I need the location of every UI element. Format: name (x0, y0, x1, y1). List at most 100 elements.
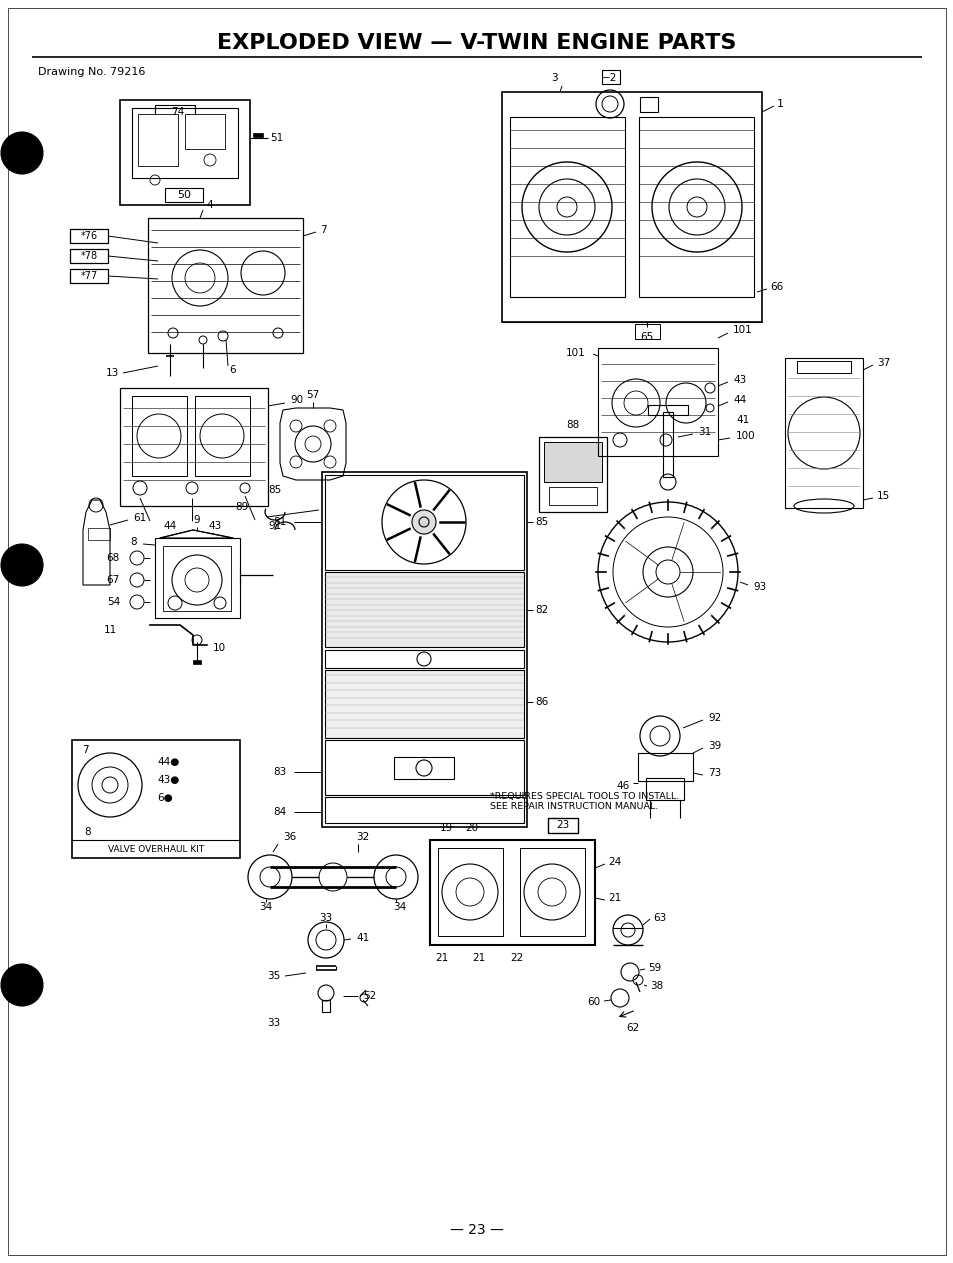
Text: 32: 32 (356, 832, 369, 842)
Bar (163, 546, 231, 611)
Circle shape (1, 133, 43, 174)
Text: 62: 62 (625, 1023, 639, 1033)
Bar (437, 847, 502, 936)
Bar (70, 249, 108, 263)
Text: 33: 33 (319, 913, 333, 923)
Text: 34: 34 (259, 902, 273, 912)
Text: 101: 101 (566, 349, 585, 357)
Text: 36: 36 (283, 832, 296, 842)
Bar (325, 572, 523, 647)
Text: 92: 92 (707, 714, 720, 722)
Bar (325, 797, 523, 823)
Text: 10: 10 (213, 643, 226, 653)
Text: 19: 19 (439, 823, 453, 834)
Bar (510, 117, 624, 297)
Text: 15: 15 (876, 491, 889, 501)
Bar (548, 488, 597, 505)
Text: 3: 3 (550, 73, 557, 83)
Text: 54: 54 (107, 597, 120, 608)
Text: 13: 13 (106, 368, 119, 378)
Bar (193, 661, 201, 664)
Text: 68: 68 (107, 553, 120, 563)
Bar (394, 757, 454, 779)
Bar (71, 740, 240, 858)
Text: 65: 65 (639, 332, 653, 342)
Bar (635, 325, 659, 338)
Bar (796, 361, 850, 373)
Text: 60: 60 (586, 997, 599, 1007)
Text: 43●: 43● (157, 775, 179, 786)
Text: 21: 21 (435, 954, 448, 962)
Text: — 23 —: — 23 — (450, 1223, 503, 1236)
Bar (543, 442, 601, 482)
Bar (639, 97, 658, 112)
Text: 4: 4 (207, 200, 213, 210)
Bar (325, 740, 523, 794)
Text: *77: *77 (80, 272, 97, 280)
Text: 59: 59 (647, 962, 660, 973)
Text: *78: *78 (80, 251, 97, 261)
Bar (120, 100, 250, 205)
Bar (547, 818, 578, 834)
Text: 1: 1 (776, 99, 783, 109)
Text: 44: 44 (163, 522, 176, 530)
Text: 83: 83 (274, 767, 287, 777)
Text: 7: 7 (319, 225, 326, 235)
Text: 34: 34 (393, 902, 406, 912)
Bar (322, 472, 526, 827)
Text: 43: 43 (208, 522, 221, 530)
Text: 93: 93 (752, 582, 765, 592)
Bar (253, 133, 263, 136)
Text: VALVE OVERHAUL KIT: VALVE OVERHAUL KIT (108, 845, 204, 855)
Bar (501, 92, 761, 322)
Text: 41: 41 (735, 416, 748, 426)
Bar (662, 412, 672, 477)
Bar (647, 405, 687, 416)
Text: *REQUIRES SPECIAL TOOLS TO INSTALL.
SEE REPAIR INSTRUCTION MANUAL.: *REQUIRES SPECIAL TOOLS TO INSTALL. SEE … (490, 792, 679, 811)
Bar (538, 437, 606, 512)
Bar (519, 847, 584, 936)
Text: 41: 41 (355, 933, 369, 943)
Text: 8: 8 (131, 537, 137, 547)
Circle shape (412, 510, 436, 534)
Text: 11: 11 (104, 625, 117, 635)
Text: 44●: 44● (157, 757, 179, 767)
Bar (194, 397, 250, 476)
Text: 24: 24 (607, 858, 620, 866)
Text: 35: 35 (267, 971, 280, 981)
Text: 20: 20 (464, 823, 477, 834)
Bar (322, 1000, 330, 1012)
Text: 21: 21 (607, 893, 620, 903)
Bar (132, 397, 187, 476)
Bar (70, 269, 108, 283)
Text: 73: 73 (707, 768, 720, 778)
Text: 84: 84 (274, 807, 287, 817)
Text: 38: 38 (649, 981, 662, 991)
Text: 8: 8 (84, 827, 91, 837)
Text: 6: 6 (230, 365, 236, 375)
Text: 7: 7 (82, 745, 89, 755)
Text: 63: 63 (652, 913, 665, 923)
Text: 43: 43 (732, 375, 745, 385)
Text: 44: 44 (732, 395, 745, 405)
Bar (645, 778, 683, 799)
Bar (138, 114, 178, 165)
Text: 57: 57 (306, 390, 319, 400)
Text: 85: 85 (268, 485, 281, 495)
Bar (185, 114, 225, 149)
Text: −2: −2 (601, 73, 617, 83)
Text: 89: 89 (235, 501, 249, 512)
Bar (430, 840, 595, 945)
Text: 6●: 6● (157, 793, 172, 803)
Text: 90: 90 (290, 395, 303, 405)
Text: 74: 74 (172, 107, 185, 117)
Text: 66: 66 (769, 282, 782, 292)
Text: 21: 21 (472, 954, 485, 962)
Text: 23: 23 (556, 820, 569, 830)
Text: 67: 67 (107, 575, 120, 585)
Text: 46: 46 (616, 781, 629, 791)
Text: 81: 81 (274, 517, 287, 527)
Text: 85: 85 (535, 517, 548, 527)
Bar (148, 218, 303, 352)
Bar (165, 188, 203, 202)
